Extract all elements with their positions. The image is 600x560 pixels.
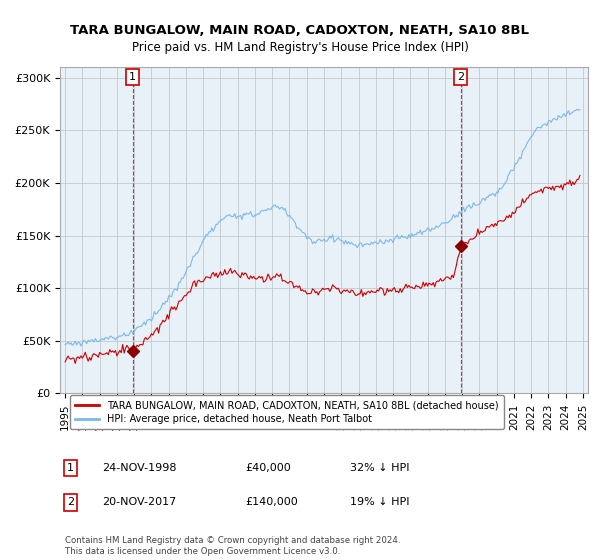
Text: £140,000: £140,000	[245, 497, 298, 507]
Text: 1: 1	[67, 463, 74, 473]
Text: 19% ↓ HPI: 19% ↓ HPI	[350, 497, 410, 507]
Text: 2: 2	[457, 72, 464, 82]
Text: Contains HM Land Registry data © Crown copyright and database right 2024.
This d: Contains HM Land Registry data © Crown c…	[65, 536, 401, 556]
Text: Price paid vs. HM Land Registry's House Price Index (HPI): Price paid vs. HM Land Registry's House …	[131, 41, 469, 54]
Text: TARA BUNGALOW, MAIN ROAD, CADOXTON, NEATH, SA10 8BL: TARA BUNGALOW, MAIN ROAD, CADOXTON, NEAT…	[71, 24, 530, 38]
Text: 20-NOV-2017: 20-NOV-2017	[102, 497, 176, 507]
Text: 24-NOV-1998: 24-NOV-1998	[102, 463, 177, 473]
Legend: TARA BUNGALOW, MAIN ROAD, CADOXTON, NEATH, SA10 8BL (detached house), HPI: Avera: TARA BUNGALOW, MAIN ROAD, CADOXTON, NEAT…	[70, 395, 503, 429]
Text: 32% ↓ HPI: 32% ↓ HPI	[350, 463, 410, 473]
Text: £40,000: £40,000	[245, 463, 290, 473]
Text: 1: 1	[129, 72, 136, 82]
Text: 2: 2	[67, 497, 74, 507]
